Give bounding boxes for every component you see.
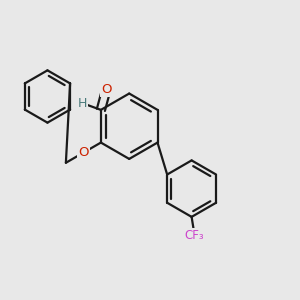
Text: O: O xyxy=(101,83,112,96)
Text: CF₃: CF₃ xyxy=(185,229,204,242)
Text: O: O xyxy=(78,146,88,159)
Text: H: H xyxy=(78,97,87,110)
